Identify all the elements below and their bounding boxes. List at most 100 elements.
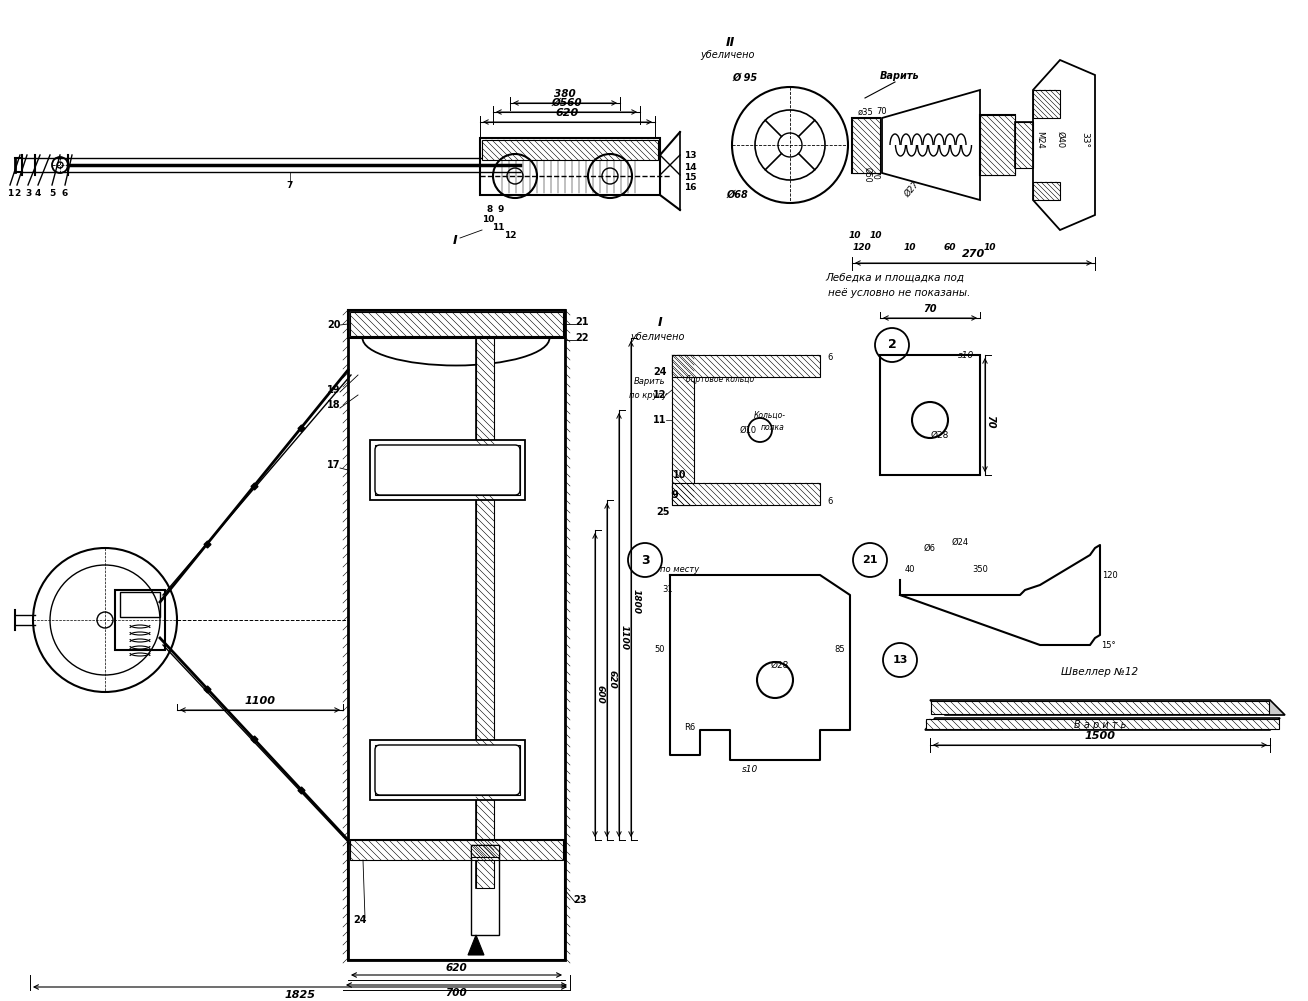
Text: 3: 3 — [641, 554, 649, 567]
Bar — [1015, 122, 1033, 168]
Text: 14: 14 — [684, 163, 696, 172]
Bar — [931, 701, 1269, 714]
Text: 620: 620 — [607, 670, 616, 689]
Bar — [348, 310, 565, 338]
Bar — [852, 118, 880, 173]
Text: 25: 25 — [657, 507, 670, 517]
Bar — [370, 440, 525, 500]
Text: Кольцо-: Кольцо- — [753, 410, 786, 419]
Bar — [672, 355, 820, 377]
Text: 1500: 1500 — [1084, 731, 1116, 741]
Text: 23: 23 — [573, 895, 587, 905]
Bar — [480, 138, 661, 195]
Text: Ø560: Ø560 — [551, 98, 582, 108]
Bar — [476, 338, 494, 888]
Text: 380: 380 — [555, 89, 576, 99]
Text: 12: 12 — [504, 231, 517, 240]
Text: Ø6: Ø6 — [923, 544, 937, 553]
Text: 9: 9 — [671, 490, 679, 500]
Bar — [351, 312, 562, 336]
Bar — [348, 840, 565, 960]
Bar — [348, 310, 565, 960]
Bar — [1033, 182, 1059, 200]
Text: Ø28: Ø28 — [770, 661, 789, 670]
Text: Швеллер №12: Швеллер №12 — [1061, 667, 1138, 677]
Polygon shape — [925, 718, 1281, 730]
Text: неё условно не показаны.: неё условно не показаны. — [828, 288, 971, 298]
Text: Варить: Варить — [880, 71, 920, 81]
Text: В а р и т ь: В а р и т ь — [1074, 720, 1126, 730]
Text: 620: 620 — [446, 963, 467, 973]
Text: I: I — [658, 315, 662, 328]
Bar — [672, 355, 695, 505]
Text: 21: 21 — [862, 555, 878, 565]
Bar — [476, 338, 494, 888]
Text: полка: полка — [761, 423, 785, 432]
Text: 120: 120 — [1103, 571, 1118, 580]
Text: s10: s10 — [957, 350, 974, 359]
Text: бортовое кольцо: бортовое кольцо — [685, 375, 755, 384]
Text: 85: 85 — [835, 646, 845, 655]
FancyBboxPatch shape — [375, 445, 521, 495]
Text: Ø 95: Ø 95 — [732, 73, 757, 83]
Bar — [926, 719, 1279, 729]
Text: I: I — [453, 233, 458, 246]
Text: Ø27: Ø27 — [903, 180, 921, 199]
Text: 700: 700 — [446, 988, 467, 998]
Text: Ø10: Ø10 — [739, 425, 756, 434]
Bar — [880, 355, 980, 475]
Text: 15: 15 — [684, 173, 696, 182]
Bar — [115, 590, 165, 650]
Text: 11: 11 — [492, 223, 505, 232]
Bar — [471, 845, 498, 857]
Text: 21: 21 — [576, 317, 589, 327]
Bar — [672, 483, 820, 505]
Text: R6: R6 — [684, 724, 696, 733]
Text: 9: 9 — [498, 205, 504, 214]
Text: 12: 12 — [653, 390, 667, 400]
Text: 31: 31 — [663, 586, 674, 595]
Bar — [120, 592, 160, 617]
Text: Ø40: Ø40 — [1056, 131, 1065, 148]
Bar — [471, 845, 498, 935]
Text: II: II — [726, 35, 735, 48]
Text: 70: 70 — [923, 304, 937, 314]
Text: 120: 120 — [853, 242, 871, 251]
Text: 6: 6 — [828, 497, 833, 507]
Text: 15°: 15° — [1101, 641, 1116, 650]
Text: 1100: 1100 — [245, 696, 276, 706]
Text: 2: 2 — [14, 188, 20, 197]
Text: по месту: по месту — [661, 566, 700, 575]
Text: M24: M24 — [1036, 131, 1045, 149]
Text: 24: 24 — [653, 367, 667, 377]
Text: убеличено: убеличено — [629, 332, 684, 342]
Text: 70: 70 — [876, 107, 887, 116]
Text: 19: 19 — [327, 385, 341, 395]
Bar — [852, 118, 880, 173]
Text: 5: 5 — [48, 188, 55, 197]
Text: 10: 10 — [904, 242, 916, 251]
Text: 24: 24 — [353, 915, 366, 925]
Text: Лебедка и площадка под: Лебедка и площадка под — [825, 273, 964, 283]
Text: Варить: Варить — [634, 377, 666, 386]
Polygon shape — [930, 700, 1284, 715]
Text: 10: 10 — [870, 230, 883, 239]
Text: 10: 10 — [481, 215, 494, 224]
Text: 270: 270 — [961, 249, 985, 259]
Text: 1800: 1800 — [632, 589, 641, 614]
Text: Ø28: Ø28 — [931, 430, 950, 439]
Text: 2: 2 — [888, 338, 896, 351]
Text: 40: 40 — [905, 566, 916, 575]
Text: 4: 4 — [35, 188, 41, 197]
Text: 16: 16 — [684, 183, 696, 192]
Bar — [375, 445, 521, 495]
Text: s10: s10 — [742, 766, 759, 775]
Bar — [375, 745, 521, 795]
Bar — [483, 140, 658, 160]
Text: 17: 17 — [327, 460, 341, 470]
Text: 70: 70 — [871, 170, 879, 180]
Bar — [980, 115, 1015, 175]
Text: по кругу: по кругу — [629, 390, 667, 399]
Text: 3: 3 — [25, 188, 31, 197]
Text: 20: 20 — [327, 320, 341, 330]
